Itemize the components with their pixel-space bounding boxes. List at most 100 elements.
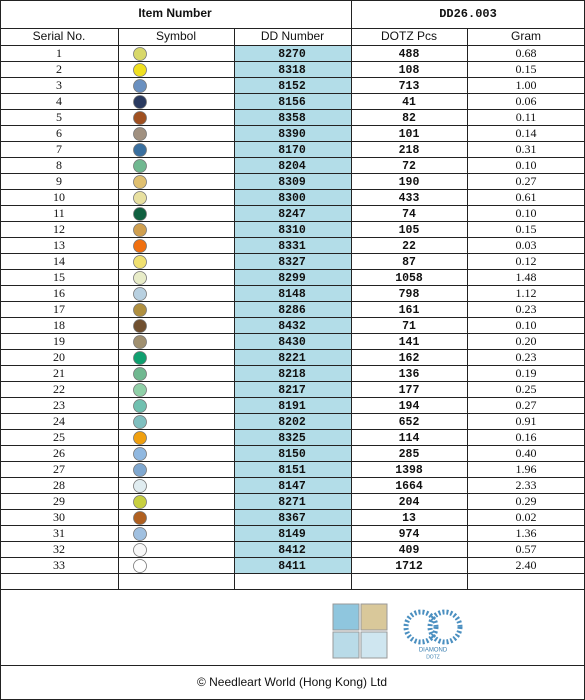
column-header: DOTZ Pcs bbox=[381, 29, 437, 43]
gram: 2.33 bbox=[516, 478, 537, 492]
serial: 19 bbox=[53, 334, 65, 348]
serial: 2 bbox=[56, 62, 62, 76]
dotz-pcs: 409 bbox=[399, 544, 420, 557]
symbol bbox=[133, 319, 147, 333]
symbol bbox=[133, 351, 147, 365]
symbol bbox=[133, 415, 147, 429]
symbol bbox=[133, 223, 147, 237]
thumb bbox=[360, 603, 388, 631]
dd-number: 8367 bbox=[278, 512, 306, 525]
serial: 15 bbox=[53, 270, 65, 284]
gram: 0.27 bbox=[516, 398, 537, 412]
dotz-pcs: 82 bbox=[402, 112, 416, 125]
gram: 0.23 bbox=[516, 302, 537, 316]
serial: 20 bbox=[53, 350, 65, 364]
gram: 0.02 bbox=[516, 510, 537, 524]
dd-number: 8270 bbox=[278, 48, 306, 61]
dotz-pcs: 194 bbox=[399, 400, 420, 413]
dd-number: 8202 bbox=[278, 416, 306, 429]
serial: 23 bbox=[53, 398, 65, 412]
dd-number: 8430 bbox=[278, 336, 306, 349]
gram: 0.68 bbox=[516, 46, 537, 60]
symbol bbox=[133, 159, 147, 173]
serial: 14 bbox=[53, 254, 65, 268]
symbol bbox=[133, 559, 147, 573]
gram: 1.96 bbox=[516, 462, 537, 476]
gram: 0.16 bbox=[516, 430, 537, 444]
gram: 1.00 bbox=[516, 78, 537, 92]
symbol bbox=[133, 431, 147, 445]
symbol bbox=[133, 335, 147, 349]
gram: 0.40 bbox=[516, 446, 537, 460]
thumb bbox=[360, 631, 388, 659]
column-header: Serial No. bbox=[33, 29, 86, 43]
dotz-pcs: 141 bbox=[399, 336, 420, 349]
gram: 1.12 bbox=[516, 286, 537, 300]
serial: 7 bbox=[56, 142, 62, 156]
gram: 0.11 bbox=[516, 110, 537, 124]
serial: 9 bbox=[56, 174, 62, 188]
dd-number: 8271 bbox=[278, 496, 306, 509]
dotz-pcs: 72 bbox=[402, 160, 416, 173]
serial: 30 bbox=[53, 510, 65, 524]
serial: 11 bbox=[53, 206, 65, 220]
thumb bbox=[332, 603, 360, 631]
serial: 33 bbox=[53, 558, 65, 572]
serial: 1 bbox=[56, 46, 62, 60]
dd-number: 8204 bbox=[278, 160, 306, 173]
gram: 0.29 bbox=[516, 494, 537, 508]
gram: 0.91 bbox=[516, 414, 537, 428]
gram: 0.10 bbox=[516, 318, 537, 332]
gram: 0.03 bbox=[516, 238, 537, 252]
serial: 3 bbox=[56, 78, 62, 92]
dd-number: 8310 bbox=[278, 224, 306, 237]
dd-column-bg bbox=[234, 46, 351, 574]
gram: 0.57 bbox=[516, 542, 537, 556]
dd-number: 8299 bbox=[278, 272, 306, 285]
symbol bbox=[133, 495, 147, 509]
gram: 1.36 bbox=[516, 526, 537, 540]
dd-number: 8150 bbox=[278, 448, 306, 461]
symbol bbox=[133, 399, 147, 413]
dd-number: 8170 bbox=[278, 144, 306, 157]
serial: 32 bbox=[53, 542, 65, 556]
dd-number: 8147 bbox=[278, 480, 306, 493]
dd-number: 8191 bbox=[278, 400, 306, 413]
gram: 0.06 bbox=[516, 94, 537, 108]
symbol bbox=[133, 287, 147, 301]
serial: 17 bbox=[53, 302, 65, 316]
symbol bbox=[133, 207, 147, 221]
serial: 12 bbox=[53, 222, 65, 236]
dotz-pcs: 71 bbox=[402, 320, 416, 333]
serial: 26 bbox=[53, 446, 65, 460]
dotz-pcs: 105 bbox=[399, 224, 420, 237]
logo-ring bbox=[427, 609, 463, 645]
dotz-pcs: 161 bbox=[399, 304, 420, 317]
footer: © Needleart World (Hong Kong) Ltd bbox=[197, 675, 387, 689]
dotz-pcs: 1058 bbox=[395, 272, 423, 285]
thumb bbox=[332, 631, 360, 659]
header-label: Item Number bbox=[138, 6, 212, 20]
dotz-pcs: 285 bbox=[399, 448, 420, 461]
dotz-pcs: 74 bbox=[402, 208, 416, 221]
serial: 22 bbox=[53, 382, 65, 396]
gram: 0.23 bbox=[516, 350, 537, 364]
dd-number: 8156 bbox=[278, 96, 306, 109]
dd-number: 8331 bbox=[278, 240, 306, 253]
gram: 0.27 bbox=[516, 174, 537, 188]
dd-number: 8327 bbox=[278, 256, 306, 269]
serial: 5 bbox=[56, 110, 62, 124]
symbol bbox=[133, 271, 147, 285]
dd-number: 8148 bbox=[278, 288, 306, 301]
column-header: Gram bbox=[511, 29, 541, 43]
serial: 27 bbox=[53, 462, 65, 476]
serial: 4 bbox=[56, 94, 62, 108]
dd-number: 8309 bbox=[278, 176, 306, 189]
symbol bbox=[133, 255, 147, 269]
symbol bbox=[133, 47, 147, 61]
dotz-pcs: 218 bbox=[399, 144, 420, 157]
serial: 16 bbox=[53, 286, 65, 300]
dotz-pcs: 22 bbox=[402, 240, 416, 253]
symbol bbox=[133, 111, 147, 125]
dotz-pcs: 798 bbox=[399, 288, 420, 301]
